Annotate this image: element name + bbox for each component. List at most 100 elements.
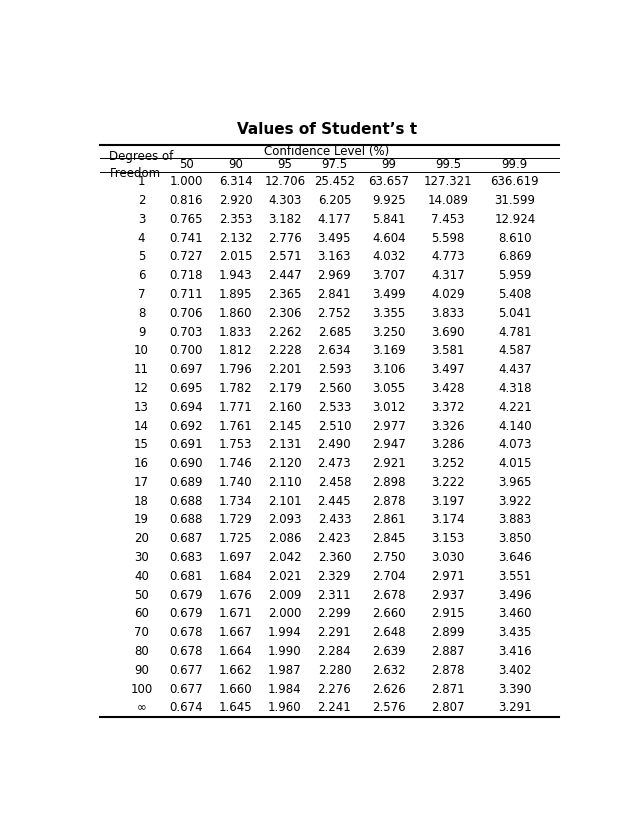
Text: 2.015: 2.015: [219, 250, 252, 263]
Text: 1.994: 1.994: [268, 626, 302, 639]
Text: 5.959: 5.959: [498, 269, 531, 282]
Text: 1.697: 1.697: [219, 551, 253, 564]
Text: 2.920: 2.920: [219, 194, 252, 207]
Text: 90: 90: [134, 664, 149, 676]
Text: 3.707: 3.707: [372, 269, 406, 282]
Text: 1.746: 1.746: [219, 457, 253, 470]
Text: 3.390: 3.390: [498, 682, 531, 695]
Text: Confidence Level (%): Confidence Level (%): [264, 145, 390, 158]
Text: 4.781: 4.781: [498, 325, 531, 339]
Text: 2.042: 2.042: [268, 551, 302, 564]
Text: 4.604: 4.604: [372, 231, 406, 244]
Text: 2.262: 2.262: [268, 325, 302, 339]
Text: 31.599: 31.599: [494, 194, 535, 207]
Text: 2.648: 2.648: [372, 626, 406, 639]
Text: 2.241: 2.241: [318, 701, 352, 714]
Text: 99: 99: [382, 159, 396, 172]
Text: 2.284: 2.284: [318, 645, 351, 658]
Text: 6.314: 6.314: [219, 175, 252, 188]
Text: 3.326: 3.326: [431, 420, 465, 433]
Text: 2.678: 2.678: [372, 589, 406, 601]
Text: 2.276: 2.276: [318, 682, 352, 695]
Text: 2.899: 2.899: [431, 626, 465, 639]
Text: 0.687: 0.687: [169, 532, 203, 545]
Text: 0.688: 0.688: [169, 495, 203, 508]
Text: 2.329: 2.329: [318, 570, 351, 583]
Text: 2.871: 2.871: [431, 682, 465, 695]
Text: 4.437: 4.437: [498, 363, 531, 376]
Text: 0.677: 0.677: [169, 664, 203, 676]
Text: 40: 40: [134, 570, 149, 583]
Text: 2.228: 2.228: [268, 344, 302, 358]
Text: 1.771: 1.771: [219, 401, 253, 414]
Text: 3.883: 3.883: [498, 514, 531, 526]
Text: 1.960: 1.960: [268, 701, 302, 714]
Text: 20: 20: [134, 532, 149, 545]
Text: 3.496: 3.496: [498, 589, 531, 601]
Text: 3: 3: [138, 213, 145, 225]
Text: 2.752: 2.752: [318, 306, 351, 320]
Text: 2: 2: [138, 194, 145, 207]
Text: 3.286: 3.286: [431, 439, 465, 451]
Text: 2.086: 2.086: [268, 532, 302, 545]
Text: 4.587: 4.587: [498, 344, 531, 358]
Text: 2.845: 2.845: [372, 532, 406, 545]
Text: 1.833: 1.833: [219, 325, 252, 339]
Text: 4.029: 4.029: [431, 288, 465, 301]
Text: 3.372: 3.372: [431, 401, 465, 414]
Text: 7: 7: [138, 288, 145, 301]
Text: 3.428: 3.428: [431, 382, 465, 395]
Text: 2.533: 2.533: [318, 401, 351, 414]
Text: 12.924: 12.924: [494, 213, 535, 225]
Text: 4: 4: [138, 231, 145, 244]
Text: 3.197: 3.197: [431, 495, 465, 508]
Text: 2.110: 2.110: [268, 476, 302, 489]
Text: 7.453: 7.453: [431, 213, 465, 225]
Text: Values of Student’s t: Values of Student’s t: [237, 122, 417, 137]
Text: 0.697: 0.697: [169, 363, 203, 376]
Text: 2.433: 2.433: [318, 514, 351, 526]
Text: 3.055: 3.055: [372, 382, 405, 395]
Text: 2.776: 2.776: [268, 231, 302, 244]
Text: 3.291: 3.291: [498, 701, 531, 714]
Text: 2.887: 2.887: [431, 645, 465, 658]
Text: 0.683: 0.683: [169, 551, 203, 564]
Text: 2.458: 2.458: [318, 476, 351, 489]
Text: 1: 1: [138, 175, 145, 188]
Text: 4.032: 4.032: [372, 250, 406, 263]
Text: 70: 70: [134, 626, 149, 639]
Text: 1.645: 1.645: [219, 701, 252, 714]
Text: 1.662: 1.662: [219, 664, 253, 676]
Text: 2.921: 2.921: [372, 457, 406, 470]
Text: ∞: ∞: [137, 701, 147, 714]
Text: 2.201: 2.201: [268, 363, 302, 376]
Text: 3.182: 3.182: [268, 213, 302, 225]
Text: 0.678: 0.678: [169, 645, 203, 658]
Text: 0.679: 0.679: [169, 589, 203, 601]
Text: 0.677: 0.677: [169, 682, 203, 695]
Text: 1.782: 1.782: [219, 382, 252, 395]
Text: 2.120: 2.120: [268, 457, 302, 470]
Text: 3.355: 3.355: [372, 306, 405, 320]
Text: 1.860: 1.860: [219, 306, 252, 320]
Text: 2.423: 2.423: [318, 532, 351, 545]
Text: 1.684: 1.684: [219, 570, 252, 583]
Text: 4.073: 4.073: [498, 439, 531, 451]
Text: 3.252: 3.252: [431, 457, 465, 470]
Text: 0.678: 0.678: [169, 626, 203, 639]
Text: 5.598: 5.598: [431, 231, 465, 244]
Text: 2.160: 2.160: [268, 401, 302, 414]
Text: 1.660: 1.660: [219, 682, 252, 695]
Text: 3.833: 3.833: [431, 306, 464, 320]
Text: 97.5: 97.5: [322, 159, 348, 172]
Text: 1.667: 1.667: [219, 626, 253, 639]
Text: 0.692: 0.692: [169, 420, 203, 433]
Text: 2.841: 2.841: [318, 288, 351, 301]
Text: 5.408: 5.408: [498, 288, 531, 301]
Text: 50: 50: [179, 159, 193, 172]
Text: 18: 18: [134, 495, 149, 508]
Text: 3.416: 3.416: [498, 645, 531, 658]
Text: 6.205: 6.205: [318, 194, 351, 207]
Text: 2.000: 2.000: [268, 607, 302, 620]
Text: 4.177: 4.177: [318, 213, 352, 225]
